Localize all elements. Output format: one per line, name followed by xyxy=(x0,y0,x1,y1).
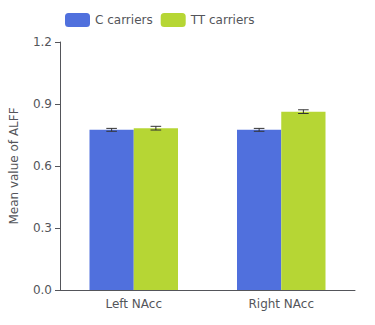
svg-text:Left NAcc: Left NAcc xyxy=(105,297,162,311)
svg-text:Right NAcc: Right NAcc xyxy=(248,297,314,311)
svg-text:1.2: 1.2 xyxy=(33,35,52,49)
svg-text:Mean value of ALFF: Mean value of ALFF xyxy=(7,107,21,224)
svg-text:TT carriers: TT carriers xyxy=(190,13,255,27)
svg-text:0.9: 0.9 xyxy=(33,97,52,111)
svg-text:0.0: 0.0 xyxy=(33,283,52,297)
svg-text:0.6: 0.6 xyxy=(33,159,52,173)
svg-text:0.3: 0.3 xyxy=(33,221,52,235)
svg-text:C carriers: C carriers xyxy=(95,13,153,27)
